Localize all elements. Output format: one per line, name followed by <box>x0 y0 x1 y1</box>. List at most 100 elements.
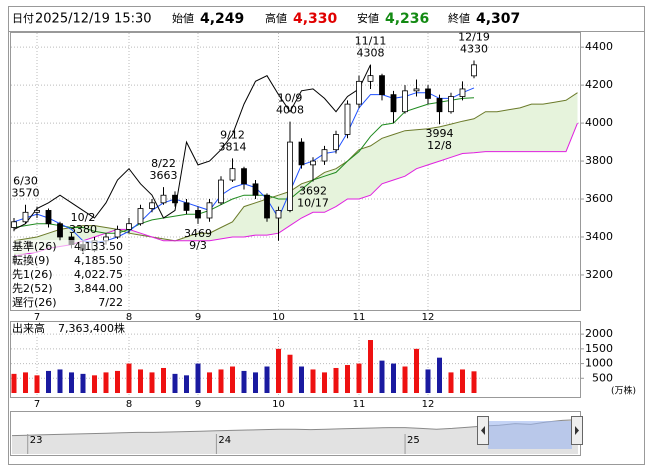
y-tick-label: 500 <box>592 371 613 384</box>
frame <box>8 6 645 465</box>
volume-bar <box>149 372 155 393</box>
annotation-value: 4330 <box>460 42 488 55</box>
volume-bar <box>264 366 270 393</box>
legend-name: 転換(9) <box>12 254 50 267</box>
candle-body <box>379 75 385 96</box>
candle-body <box>264 194 270 219</box>
x-tick-label: 8 <box>126 312 132 323</box>
y-tick-label: 3800 <box>585 154 613 167</box>
volume-bar <box>184 375 189 393</box>
legend-name: 基準(26) <box>12 239 57 253</box>
volume-bar <box>414 348 419 393</box>
main-panel <box>10 32 581 311</box>
annotation-value: 4308 <box>357 47 385 60</box>
navigator-selection <box>488 421 572 449</box>
candle-body <box>310 160 316 166</box>
candle-body <box>321 149 328 162</box>
y-tick-label: 4400 <box>585 40 613 53</box>
volume-bar <box>391 363 396 393</box>
candle-body <box>344 103 351 135</box>
volume-title: 出来高 <box>12 321 45 335</box>
candle-body <box>172 194 178 204</box>
annotation-date: 11/11 <box>355 35 387 48</box>
annotation-date: 6/30 <box>13 175 38 188</box>
legend-name: 先1(26) <box>12 268 53 281</box>
cloud <box>14 92 578 256</box>
volume-bar <box>425 369 431 393</box>
volume-bar <box>218 369 224 393</box>
volume-bar <box>299 366 304 393</box>
x-tick-label: 9 <box>195 399 201 410</box>
x-tick-label: 11 <box>353 312 366 323</box>
header-close: 4,307 <box>476 11 520 27</box>
y-tick-label: 3200 <box>585 268 613 281</box>
annotation-date: 10/2 <box>71 211 96 224</box>
candle-body <box>206 202 213 219</box>
volume-bar <box>230 366 235 393</box>
volume-bar <box>322 372 327 393</box>
legend-name: 先2(52) <box>12 282 53 295</box>
annotation-value: 3380 <box>69 223 97 236</box>
volume-bar <box>368 340 373 393</box>
header-date: 2025/12/19 15:30 <box>35 12 152 27</box>
volume-bar <box>460 369 465 393</box>
candle-body <box>126 223 132 230</box>
volume-panel <box>10 321 581 398</box>
volume-bar <box>207 372 212 393</box>
annotation-value: 3994 <box>426 127 454 140</box>
legend-readout: 4,022.75 <box>74 268 123 281</box>
annotation-date: 10/9 <box>278 92 303 105</box>
annotation-value: 3469 <box>184 227 212 240</box>
y-tick-label: 1000 <box>585 357 613 370</box>
indicator-line <box>13 92 578 242</box>
candle-body <box>298 141 305 166</box>
y-tick-label: 2000 <box>585 327 613 340</box>
candle-body <box>436 98 443 113</box>
navigator-label: 23 <box>30 435 43 446</box>
volume-bar <box>80 373 86 393</box>
navigator-window <box>477 416 583 449</box>
candle-body <box>356 80 362 105</box>
annotation-date: 10/17 <box>297 197 329 210</box>
candle-body <box>425 88 431 99</box>
annotation-date: 9/12 <box>220 128 245 141</box>
header: 日付 2025/12/19 15:30 始値 4,249 高値 4,330 安値… <box>12 11 520 27</box>
annotation-value: 3814 <box>219 140 247 153</box>
header-label: 始値 <box>172 11 194 25</box>
volume-bar <box>241 370 247 393</box>
legend-name: 遅行(26) <box>12 296 57 309</box>
legend-readout: 3,844.00 <box>74 282 123 295</box>
volume-bar <box>161 367 166 393</box>
volume-bar <box>287 354 293 393</box>
volume-bar <box>253 372 258 393</box>
y-tick-label: 3400 <box>585 230 613 243</box>
candle-body <box>367 75 374 82</box>
indicator-line <box>13 122 578 257</box>
volume-bar <box>172 373 178 393</box>
volume-bar <box>448 372 454 393</box>
header-label: 高値 <box>265 11 287 25</box>
navigator-area <box>12 419 578 454</box>
candle-body <box>459 88 466 97</box>
candle-body <box>11 221 17 228</box>
candle-body <box>390 94 397 113</box>
candle-body <box>448 96 454 113</box>
candle-body <box>34 210 40 213</box>
y-tick-label: 4200 <box>585 78 613 91</box>
candle-body <box>413 88 420 92</box>
x-tick-label: 10 <box>272 399 285 410</box>
legend-readout: 7/22 <box>98 296 123 309</box>
candle-body <box>114 228 121 238</box>
volume-bar <box>471 371 477 393</box>
header-label: 安値 <box>357 11 379 25</box>
x-tick-label: 12 <box>422 312 435 323</box>
volume-bar <box>356 363 362 393</box>
annotation-value: 4008 <box>276 104 304 117</box>
handle-arrow <box>481 426 485 435</box>
volume-bar <box>379 360 385 393</box>
legend-bg <box>11 268 125 281</box>
candle-body <box>333 134 339 151</box>
x-tick-label: 12 <box>422 399 435 410</box>
candle-body <box>160 194 167 204</box>
